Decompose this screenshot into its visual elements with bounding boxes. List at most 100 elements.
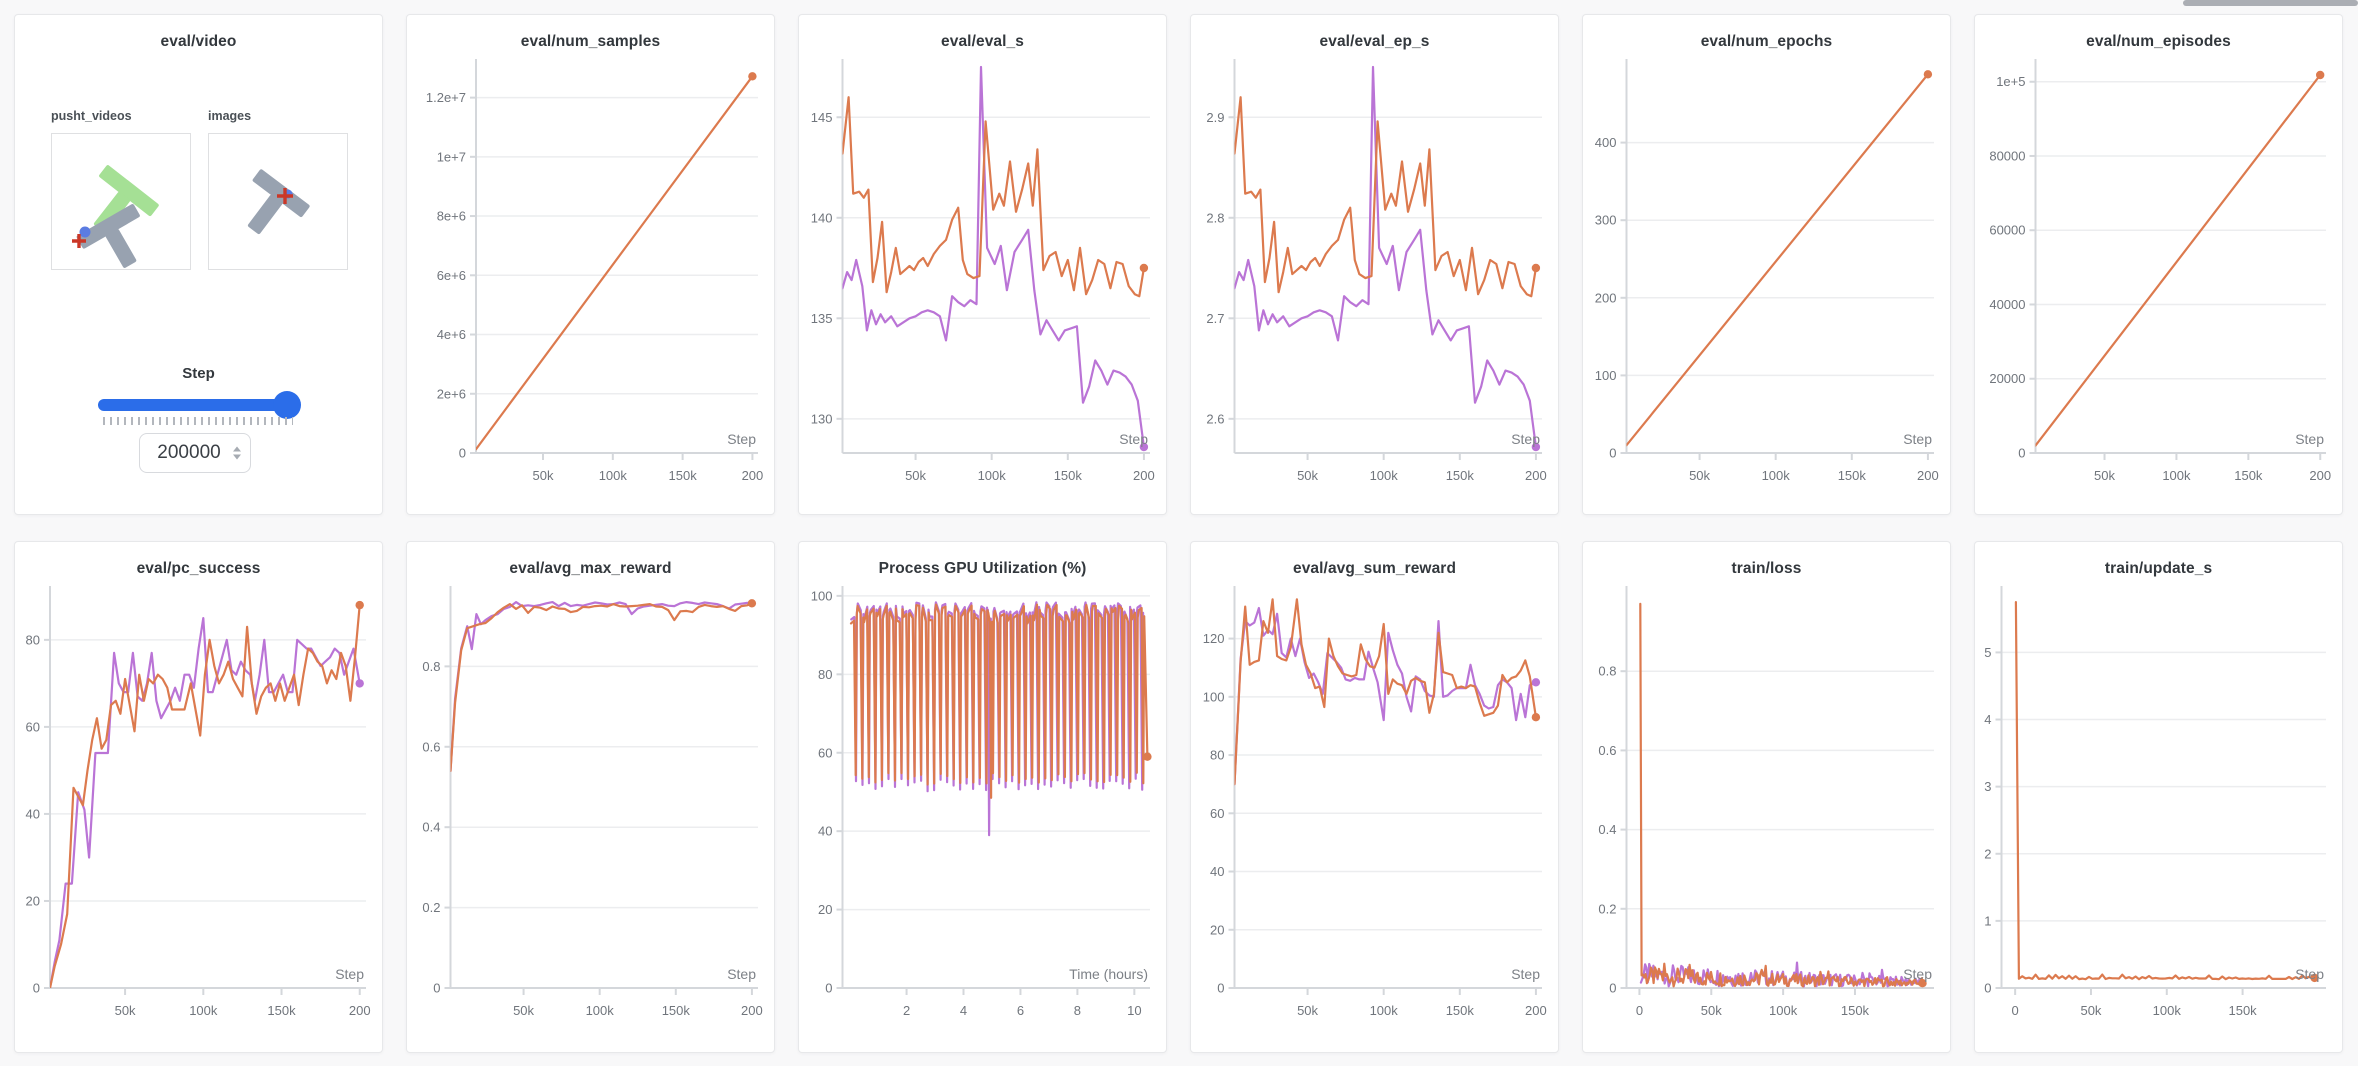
svg-text:50k: 50k: [2094, 468, 2115, 483]
svg-text:1: 1: [1984, 913, 1991, 928]
chart-title: Process GPU Utilization (%): [878, 560, 1087, 577]
svg-text:140: 140: [811, 210, 833, 225]
svg-text:Step: Step: [1511, 966, 1540, 982]
svg-text:50k: 50k: [533, 468, 554, 483]
svg-text:200: 200: [1133, 468, 1155, 483]
chart-title: eval/eval_ep_s: [1319, 33, 1430, 50]
chart-title: train/loss: [1731, 560, 1802, 577]
svg-text:145: 145: [811, 110, 833, 125]
pusht-video-thumbnail[interactable]: [51, 133, 191, 270]
train-loss-chart-canvas[interactable]: 0 0.2 0.4 0.6 0.8 0 50k 100k 150k Step: [1585, 582, 1948, 1034]
panel-train-update-s[interactable]: train/update_s 0 1 2 3 4 5 0 50k 100k 150k Step: [1974, 541, 2343, 1053]
svg-text:40000: 40000: [1989, 297, 2025, 312]
images-thumbnail[interactable]: [208, 133, 348, 270]
step-slider-track[interactable]: [98, 399, 288, 411]
eval-num-epochs-chart-canvas[interactable]: 0 100 200 300 400 50k 100k 150k 200 Step: [1585, 55, 1948, 499]
svg-text:150k: 150k: [1446, 1003, 1475, 1018]
eval-eval-s-chart-canvas[interactable]: 130 135 140 145 50k 100k 150k 200 Step: [801, 55, 1164, 499]
panel-eval-avg-max-reward[interactable]: eval/avg_max_reward 0 0.2 0.4 0.6 0.8 50k 100k…: [406, 541, 775, 1053]
svg-text:50k: 50k: [513, 1003, 534, 1018]
step-slider-knob[interactable]: [273, 391, 301, 419]
panel-eval-num-episodes[interactable]: eval/num_episodes 0 20000 40000 60000 80000 1…: [1974, 14, 2343, 515]
svg-text:200: 200: [1525, 1003, 1547, 1018]
panel-process-gpu-utilization[interactable]: Process GPU Utilization (%) 0 20 40 60 80 100…: [798, 541, 1167, 1053]
panel-eval-pc-success[interactable]: eval/pc_success 0 20 40 60 80 50k 100k 150k 200 S…: [14, 541, 383, 1053]
eval-num-samples-chart-canvas[interactable]: 0 2e+6 4e+6 6e+6 8e+6 1e+7 1.2e+7 50k 100k 150k 20…: [409, 55, 772, 499]
svg-text:0.4: 0.4: [422, 820, 440, 835]
svg-text:0: 0: [2012, 1003, 2019, 1018]
svg-text:80000: 80000: [1989, 148, 2025, 163]
chart-title: train/update_s: [2104, 560, 2213, 577]
svg-text:120: 120: [1203, 631, 1225, 646]
svg-text:2.8: 2.8: [1206, 210, 1224, 225]
svg-text:100k: 100k: [2162, 468, 2191, 483]
svg-text:200: 200: [349, 1003, 371, 1018]
panel-eval-avg-sum-reward[interactable]: eval/avg_sum_reward 0 20 40 60 80 100 120 50k 10…: [1190, 541, 1559, 1053]
svg-text:1e+5: 1e+5: [1996, 74, 2025, 89]
panel-eval-eval-ep-s[interactable]: eval/eval_ep_s 2.6 2.7 2.8 2.9 50k 100k 150k 20…: [1190, 14, 1559, 515]
svg-text:50k: 50k: [1701, 1003, 1722, 1018]
svg-text:150k: 150k: [2234, 468, 2263, 483]
svg-text:130: 130: [811, 411, 833, 426]
eval-eval-ep-s-chart-canvas[interactable]: 2.6 2.7 2.8 2.9 50k 100k 150k 200 Step: [1193, 55, 1556, 499]
eval-num-episodes-chart-canvas[interactable]: 0 20000 40000 60000 80000 1e+5 50k 100k 150k 200 S…: [1977, 55, 2340, 499]
panel-train-loss[interactable]: train/loss 0 0.2 0.4 0.6 0.8 0 50k 100k 150k Step: [1582, 541, 1951, 1053]
step-number-input[interactable]: [140, 434, 250, 472]
chart-title: eval/avg_max_reward: [509, 560, 672, 577]
svg-text:Step: Step: [727, 431, 756, 447]
step-increment-arrow-icon[interactable]: [233, 446, 241, 452]
svg-text:200: 200: [2309, 468, 2331, 483]
chart-title: eval/avg_sum_reward: [1292, 560, 1457, 577]
horizontal-scrollbar[interactable]: [2183, 0, 2358, 6]
svg-text:100k: 100k: [2153, 1003, 2182, 1018]
svg-text:100k: 100k: [1762, 468, 1791, 483]
svg-text:2: 2: [1984, 846, 1991, 861]
train-update-s-chart-canvas[interactable]: 0 1 2 3 4 5 0 50k 100k 150k Step: [1977, 582, 2340, 1034]
svg-text:100: 100: [1595, 368, 1617, 383]
chart-title: eval/num_episodes: [2086, 33, 2231, 50]
eval-pc-success-chart-canvas[interactable]: 0 20 40 60 80 50k 100k 150k 200 Step: [17, 582, 380, 1034]
panel-eval-num-epochs[interactable]: eval/num_epochs 0 100 200 300 400 50k 100k 150k…: [1582, 14, 1951, 515]
svg-text:0: 0: [1217, 981, 1224, 996]
eval-avg-sum-reward-chart-canvas[interactable]: 0 20 40 60 80 100 120 50k 100k 150k 200 Step: [1193, 582, 1556, 1034]
process-gpu-utilization-chart-canvas[interactable]: 0 20 40 60 80 100 2 4 6 8 10 Time (hours): [801, 582, 1164, 1034]
svg-text:2.7: 2.7: [1206, 311, 1224, 326]
step-decrement-arrow-icon[interactable]: [233, 454, 241, 460]
svg-text:0.8: 0.8: [1598, 664, 1616, 679]
svg-text:150k: 150k: [669, 468, 698, 483]
eval-avg-max-reward-chart-canvas[interactable]: 0 0.2 0.4 0.6 0.8 50k 100k 150k 200 Step: [409, 582, 772, 1034]
svg-text:4e+6: 4e+6: [437, 327, 466, 342]
chart-title: eval/pc_success: [136, 560, 261, 577]
pusht-video-frame: [72, 165, 159, 268]
svg-text:40: 40: [818, 824, 832, 839]
svg-text:10: 10: [1127, 1003, 1141, 1018]
svg-text:0: 0: [2018, 446, 2025, 461]
svg-text:5: 5: [1984, 645, 1991, 660]
panel-eval-eval-s[interactable]: eval/eval_s 130 135 140 145 50k 100k 150k 200 St…: [798, 14, 1167, 515]
panel-eval-num-samples[interactable]: eval/num_samples 0 2e+6 4e+6 6e+6 8e+6 1e+7 1.…: [406, 14, 775, 515]
svg-text:60: 60: [26, 719, 40, 734]
svg-text:80: 80: [818, 667, 832, 682]
svg-text:100k: 100k: [978, 468, 1007, 483]
svg-text:Step: Step: [1903, 431, 1932, 447]
svg-text:50k: 50k: [2080, 1003, 2101, 1018]
svg-text:2: 2: [903, 1003, 910, 1018]
chart-title: eval/eval_s: [941, 33, 1024, 50]
svg-text:4: 4: [1984, 712, 1991, 727]
step-slider-tickmarks: [103, 417, 293, 425]
svg-text:Step: Step: [1119, 431, 1148, 447]
svg-text:150k: 150k: [2228, 1003, 2257, 1018]
svg-text:150k: 150k: [1446, 468, 1475, 483]
svg-text:0: 0: [1609, 981, 1616, 996]
svg-text:100k: 100k: [599, 468, 628, 483]
images-frame: [247, 169, 310, 235]
svg-text:300: 300: [1595, 213, 1617, 228]
svg-text:1e+7: 1e+7: [437, 149, 466, 164]
svg-text:100: 100: [1203, 689, 1225, 704]
pusht-gray-t-shape: [76, 204, 140, 268]
svg-text:20: 20: [818, 902, 832, 917]
svg-text:8e+6: 8e+6: [437, 209, 466, 224]
svg-text:20: 20: [26, 893, 40, 908]
svg-text:60: 60: [818, 745, 832, 760]
images-gray-t-shape: [247, 169, 310, 235]
